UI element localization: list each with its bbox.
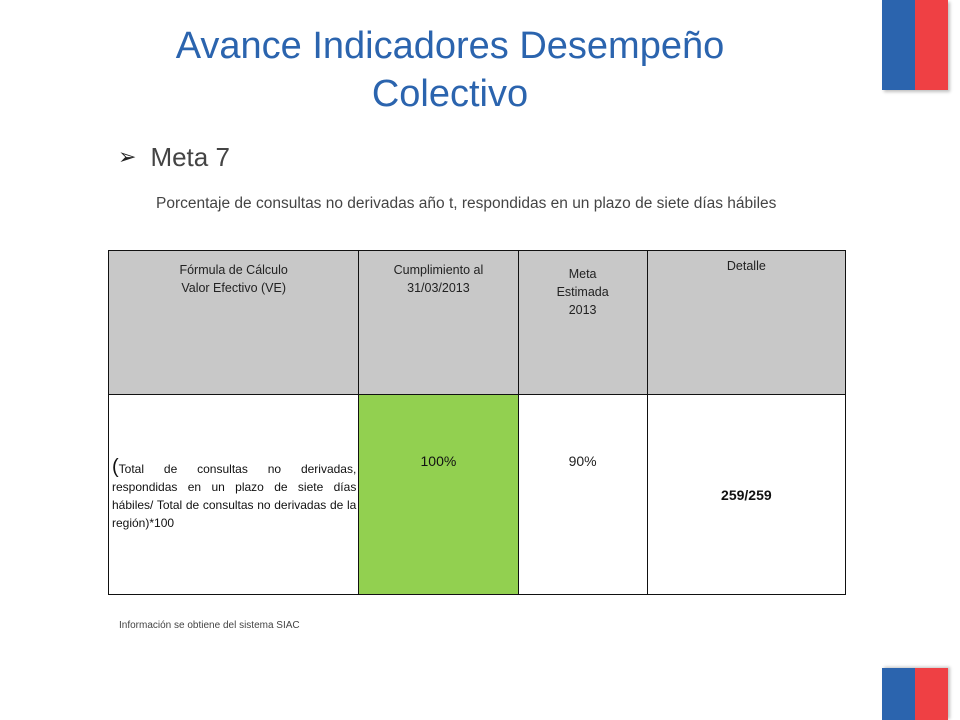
detalle-cell: 259/259 [646,394,847,595]
header-meta: Meta Estimada 2013 [517,250,648,395]
header-formula: Fórmula de Cálculo Valor Efectivo (VE) [107,250,360,395]
arrow-bullet-icon: ➢ [118,145,137,170]
slide-title-line-2: Colectivo [371,73,529,115]
chile-flag-bottom-decoration [882,668,948,720]
header-detalle: Detalle [646,250,847,395]
header-meta-line-3: 2013 [568,303,597,317]
formula-text: Total de consultas no derivadas, respond… [112,461,357,530]
slide-title-line-1: Avance Indicadores Desempeño [175,25,725,67]
formula-paren: ( [112,455,119,478]
formula-cell: (Total de consultas no derivadas, respon… [107,394,360,595]
meta-estimada-cell: 90% [517,394,648,595]
flag-blue-stripe [882,668,915,720]
header-meta-line-2: Estimada [556,285,609,299]
header-meta-line-1: Meta [568,267,597,281]
slide-title: Avance Indicadores Desempeño Colectivo [120,22,780,118]
flag-blue-stripe [882,0,915,90]
header-cumplimiento-line-2: 31/03/2013 [407,281,470,295]
table-row: (Total de consultas no derivadas, respon… [107,394,847,595]
cumplimiento-cell: 100% [358,394,519,595]
flag-red-stripe [915,0,948,90]
header-cumplimiento-line-1: Cumplimiento al [393,263,484,277]
source-footnote: Información se obtiene del sistema SIAC [119,620,300,631]
indicator-description: Porcentaje de consultas no derivadas año… [156,195,777,212]
chile-flag-top-decoration [882,0,948,90]
flag-red-stripe [915,668,948,720]
meta-heading: ➢ Meta 7 [118,142,230,173]
header-cumplimiento: Cumplimiento al 31/03/2013 [358,250,519,395]
table-header-row: Fórmula de Cálculo Valor Efectivo (VE) C… [107,250,847,395]
header-detalle-line-1: Detalle [726,259,766,273]
meta-heading-label: Meta 7 [150,142,230,172]
header-formula-line-1: Fórmula de Cálculo [179,263,288,277]
indicator-table: Fórmula de Cálculo Valor Efectivo (VE) C… [107,250,847,595]
header-formula-line-2: Valor Efectivo (VE) [181,281,286,295]
